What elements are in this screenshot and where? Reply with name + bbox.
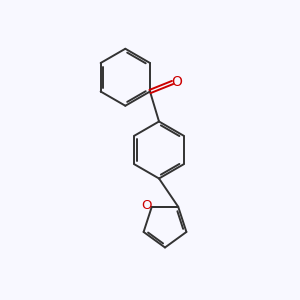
Text: O: O — [141, 200, 152, 212]
Text: O: O — [172, 76, 182, 89]
